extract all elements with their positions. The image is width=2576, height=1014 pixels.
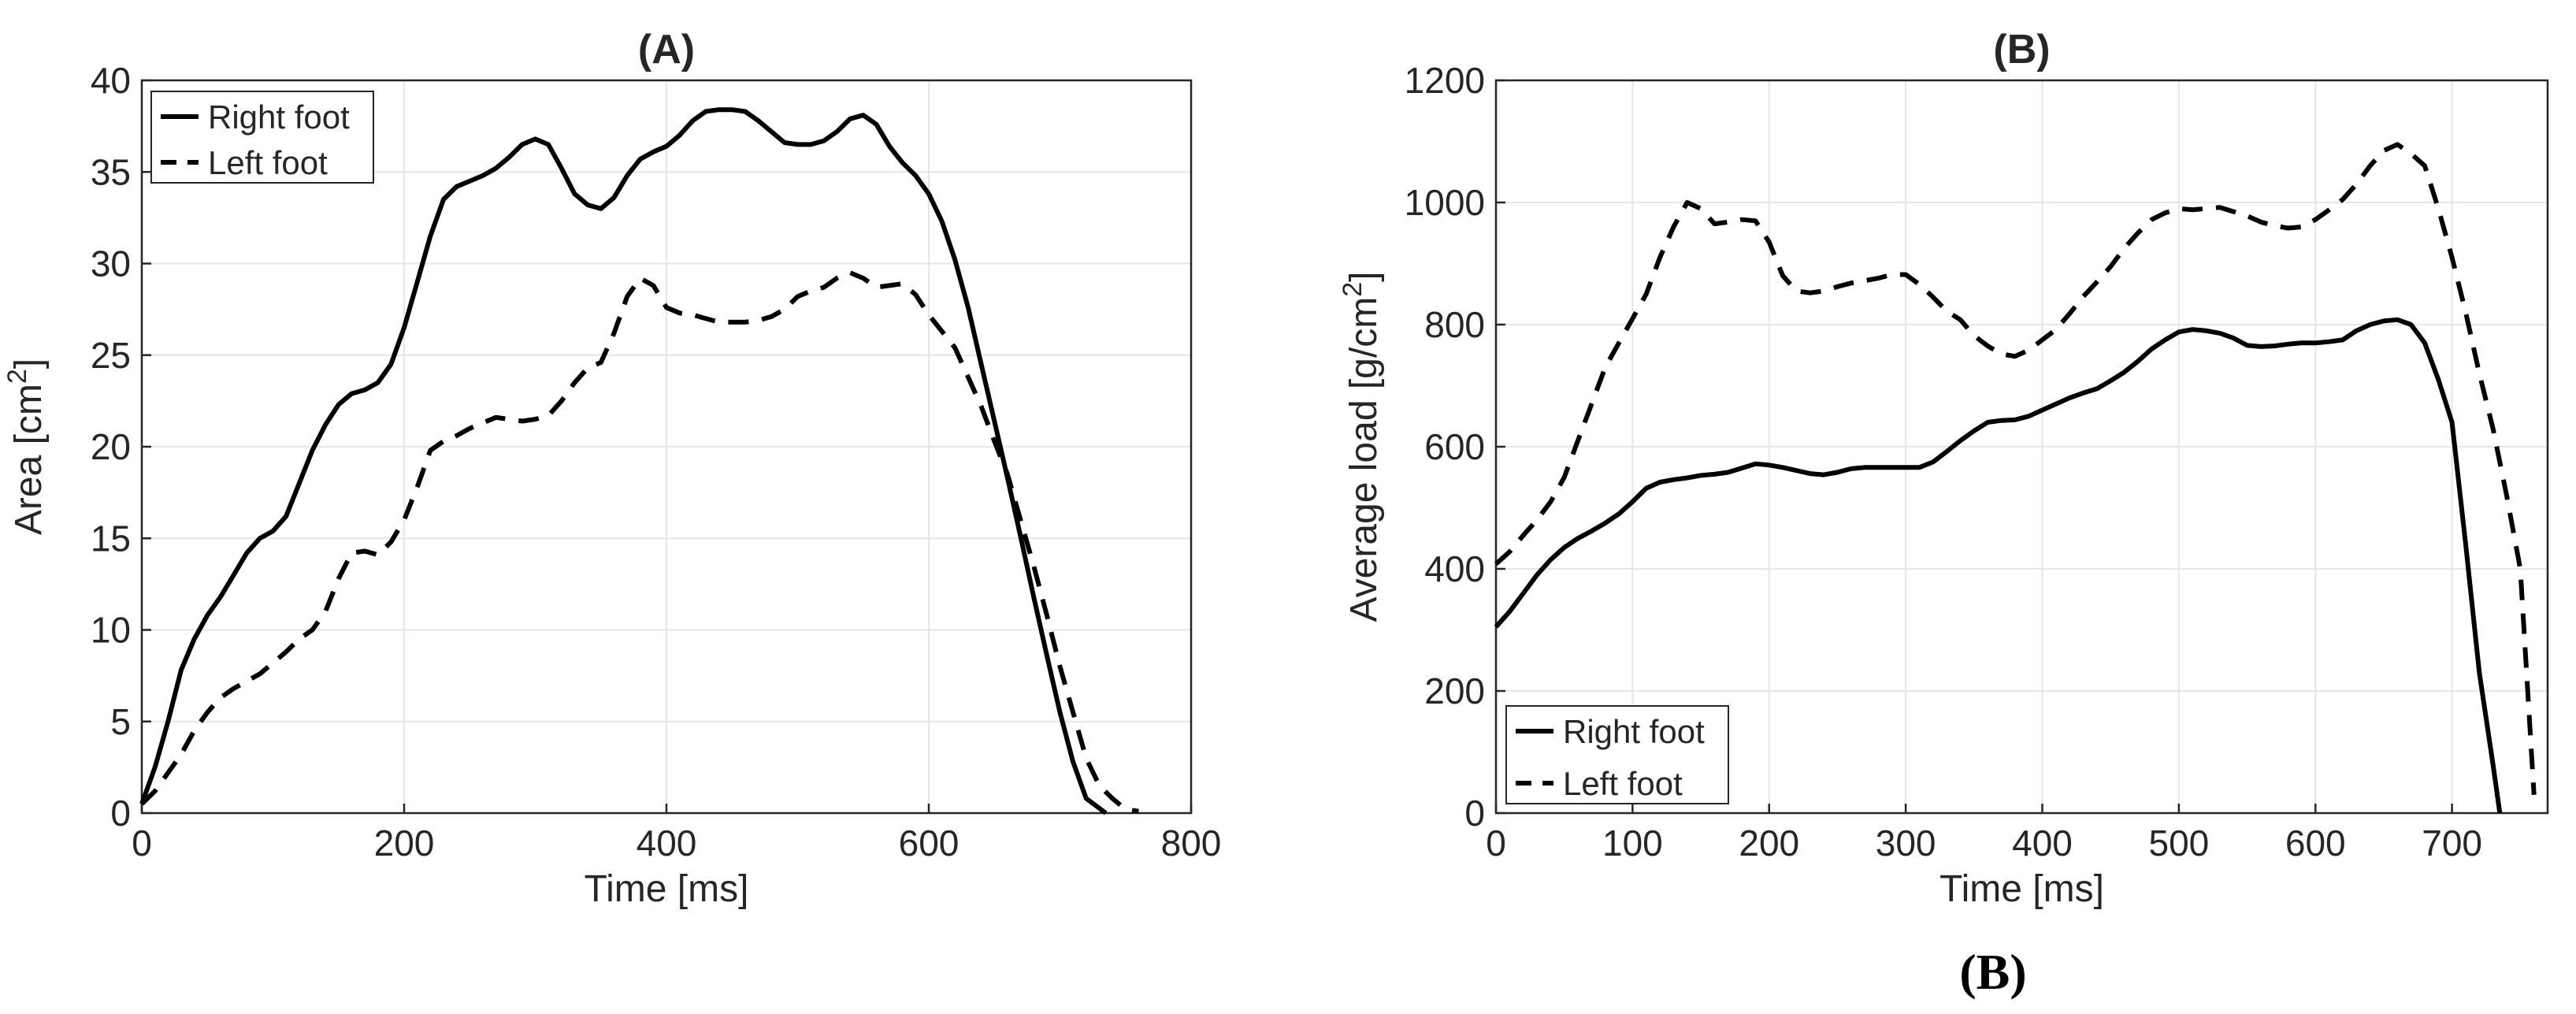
series-line-left-foot <box>1494 142 2537 795</box>
figure-caption: (B) <box>1959 944 2026 1000</box>
chart-title: (B) <box>1993 27 2050 72</box>
x-tick-label: 400 <box>637 823 697 864</box>
x-tick-label: 600 <box>899 823 960 864</box>
x-tick-label: 200 <box>1739 823 1799 864</box>
chart-panel-b: 0 100 200 300 400 500 600 700 0 200 400 600 800 1000 1… <box>1338 27 2549 910</box>
series-line-right-foot <box>139 107 1108 815</box>
x-tick-label: 700 <box>2422 823 2482 864</box>
y-tick-label: 20 <box>91 426 131 467</box>
x-tick-label: 500 <box>2149 823 2210 864</box>
x-axis-label: Time [ms] <box>585 868 749 910</box>
y-tick-label: 25 <box>91 335 131 376</box>
legend: Right foot Left foot <box>150 91 374 184</box>
y-tick-label: 35 <box>91 151 131 192</box>
y-tick-label: 0 <box>110 793 131 834</box>
y-axis-label: Average load [g/cm2] <box>1338 272 1385 622</box>
y-axis-label: Area [cm2] <box>2 358 50 535</box>
y-tick-label: 1000 <box>1405 182 1485 223</box>
x-axis-label: Time [ms] <box>1939 868 2104 910</box>
legend-box <box>150 91 374 184</box>
y-tick-label: 40 <box>91 60 131 101</box>
x-tick-label: 200 <box>374 823 435 864</box>
y-tick-label: 0 <box>1464 793 1485 834</box>
chart-title: (A) <box>638 27 695 72</box>
y-tick-label: 200 <box>1424 670 1485 711</box>
series-line-left-foot <box>139 270 1139 814</box>
legend-box <box>1505 705 1729 804</box>
y-tick-label: 30 <box>91 243 131 284</box>
x-tick-label: 0 <box>132 823 152 864</box>
series-line-right-foot <box>1494 317 2503 814</box>
legend-label: Right foot <box>1563 713 1705 750</box>
legend-label: Right foot <box>208 98 350 136</box>
y-tick-label: 600 <box>1424 426 1485 467</box>
x-tick-label: 0 <box>1486 823 1506 864</box>
legend-label: Left foot <box>208 144 328 181</box>
y-tick-label: 15 <box>91 518 131 559</box>
chart-panel-a: 0 200 400 600 800 0 5 10 15 20 25 30 35 40 (A) Time [ms… <box>2 27 1221 910</box>
y-tick-label: 1200 <box>1405 60 1485 101</box>
y-tick-label: 5 <box>110 701 131 742</box>
legend: Right foot Left foot <box>1505 705 1729 804</box>
x-tick-label: 800 <box>1161 823 1222 864</box>
x-tick-label: 600 <box>2285 823 2346 864</box>
y-tick-label: 800 <box>1424 304 1485 345</box>
axes-frame <box>140 79 1193 815</box>
y-tick-label: 400 <box>1424 548 1485 589</box>
x-tick-label: 100 <box>1602 823 1663 864</box>
axes-frame <box>1494 79 2549 815</box>
y-tick-label: 10 <box>91 610 131 651</box>
x-tick-label: 300 <box>1876 823 1936 864</box>
x-tick-label: 400 <box>2012 823 2073 864</box>
legend-label: Left foot <box>1563 765 1683 802</box>
